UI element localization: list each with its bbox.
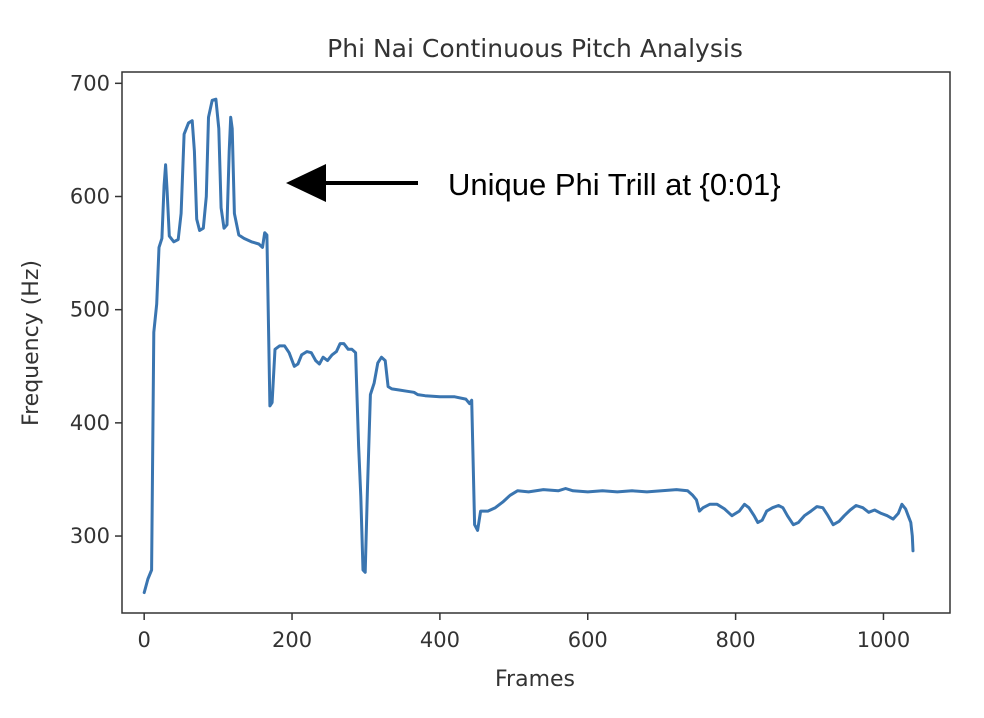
y-tick-label: 600 (70, 184, 110, 208)
x-tick-label: 400 (420, 628, 460, 652)
annotation-label: Unique Phi Trill at {0:01} (448, 167, 781, 202)
x-axis-title: Frames (495, 667, 575, 692)
pitch-series-line (142, 97, 915, 595)
y-tick-label: 400 (70, 411, 110, 435)
x-tick-label: 800 (716, 628, 756, 652)
y-tick-label: 500 (70, 298, 110, 322)
x-tick-label: 1000 (857, 628, 910, 652)
y-tick-label: 700 (70, 71, 110, 95)
x-tick-label: 0 (137, 628, 150, 652)
y-axis-title: Frequency (Hz) (19, 260, 44, 426)
x-tick-label: 200 (272, 628, 312, 652)
chart-title: Phi Nai Continuous Pitch Analysis (327, 34, 743, 63)
x-axis: 0 200 400 600 800 1000 (137, 613, 910, 652)
y-tick-label: 300 (70, 524, 110, 548)
annotation-arrowhead (286, 164, 326, 202)
y-axis: 300 400 500 600 700 (70, 71, 122, 548)
plot-area-frame (121, 71, 951, 614)
x-tick-label: 600 (568, 628, 608, 652)
